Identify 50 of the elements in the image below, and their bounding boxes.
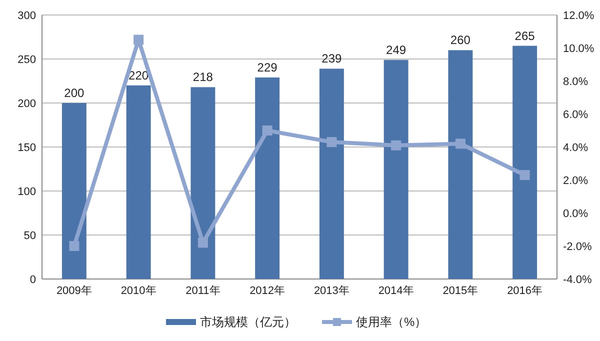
bar	[190, 87, 216, 279]
point	[326, 137, 337, 148]
y-tick-label: 300	[18, 10, 36, 22]
y2-tick-label: -2.0%	[563, 241, 592, 253]
x-tick-label: 2013年	[314, 285, 350, 297]
y-tick-label: 200	[18, 98, 36, 110]
x-tick-label: 2015年	[442, 285, 478, 297]
bar	[255, 77, 280, 279]
y2-tick-label: 2.0%	[563, 175, 588, 187]
point	[262, 126, 272, 136]
x-tick-label: 2010年	[120, 285, 156, 297]
bar	[384, 60, 408, 279]
data-label: 260	[450, 33, 471, 48]
y-tick-label: 250	[18, 54, 36, 66]
y2-tick-label: -4.0%	[563, 274, 592, 286]
y2-tick-label: 10.0%	[563, 43, 594, 55]
bar	[62, 103, 86, 279]
x-tick-label: 2012年	[250, 285, 286, 297]
y-tick-label: 50	[24, 230, 36, 242]
x-tick-label: 2011年	[186, 285, 220, 297]
bar	[126, 85, 151, 279]
bar	[319, 68, 344, 279]
point	[520, 170, 530, 180]
y2-tick-label: 4.0%	[563, 142, 588, 154]
point	[198, 238, 208, 248]
point	[391, 140, 402, 150]
x-tick-label: 2016年	[507, 285, 543, 297]
bar	[512, 46, 538, 279]
data-label: 265	[514, 28, 536, 43]
y-tick-label: 100	[18, 186, 36, 198]
legend-label: 市场规模（亿元）	[200, 315, 296, 329]
x-tick-label: 2009年	[56, 285, 92, 297]
data-label: 229	[257, 60, 278, 74]
bar	[448, 50, 473, 279]
y2-tick-label: 12.0%	[563, 10, 594, 22]
data-label: 249	[386, 42, 406, 57]
x-tick-label: 2014年	[378, 285, 414, 297]
data-label: 218	[192, 70, 214, 84]
y-tick-label: 150	[18, 142, 36, 154]
data-label: 200	[64, 86, 85, 100]
data-label: 239	[322, 52, 342, 66]
y2-tick-label: 6.0%	[563, 109, 588, 121]
y-tick-label: 0	[30, 274, 36, 286]
y2-tick-label: 8.0%	[563, 76, 588, 88]
point	[69, 241, 80, 251]
y2-tick-label: 0.0%	[563, 208, 588, 220]
point	[455, 138, 466, 149]
point	[134, 34, 144, 45]
data-label: 220	[128, 68, 149, 82]
legend-label: 使用率（%）	[356, 315, 427, 329]
